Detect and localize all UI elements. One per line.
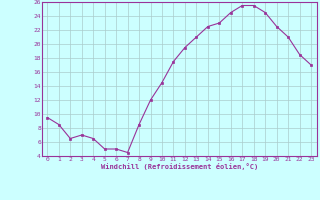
X-axis label: Windchill (Refroidissement éolien,°C): Windchill (Refroidissement éolien,°C) xyxy=(100,163,258,170)
